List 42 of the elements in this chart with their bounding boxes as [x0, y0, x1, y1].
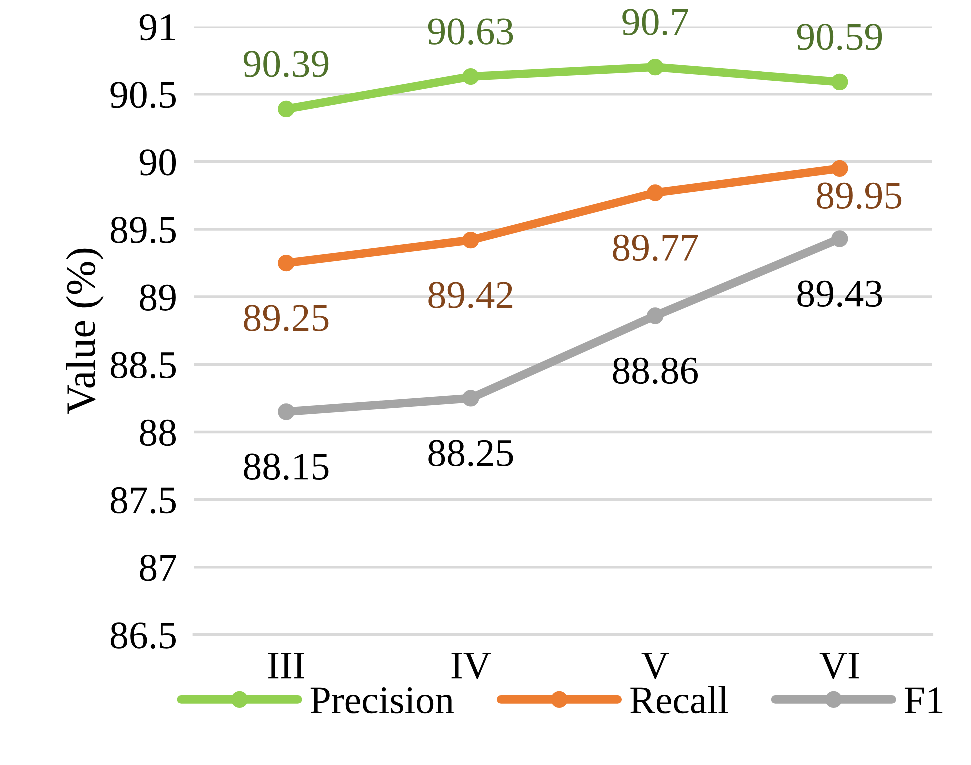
- point: [647, 184, 664, 202]
- data-label: 88.86: [613, 358, 698, 384]
- point: [278, 100, 295, 118]
- y-tick-label: 90.5: [110, 82, 176, 108]
- data-label: 90.7: [622, 9, 688, 36]
- data-label: 89.43: [798, 280, 882, 308]
- data-label: 90.59: [797, 24, 882, 50]
- data-label: 89.77: [613, 234, 698, 262]
- data-label: 89.95: [817, 182, 902, 210]
- y-tick-label: 88: [140, 420, 176, 446]
- legend-label: F1: [904, 688, 943, 714]
- data-label: 89.42: [428, 282, 513, 309]
- data-label: 88.25: [428, 440, 514, 467]
- point: [832, 74, 848, 91]
- point: [647, 58, 664, 76]
- point: [832, 230, 848, 248]
- point: [278, 254, 295, 272]
- y-tick-label: 91: [140, 14, 176, 41]
- data-label: 89.25: [244, 305, 329, 332]
- y-tick-label: 88.5: [110, 352, 176, 379]
- x-tick-label: V: [642, 653, 670, 680]
- point: [462, 232, 480, 249]
- y-axis-title: Value (%): [66, 248, 104, 414]
- x-tick-label: III: [268, 653, 305, 679]
- data-label: 90.39: [244, 51, 329, 78]
- legend-label: Precision: [310, 688, 454, 714]
- y-tick-label: 90: [140, 150, 176, 176]
- data-label: 88.15: [244, 454, 329, 480]
- point: [462, 390, 480, 407]
- y-tick-label: 87.5: [110, 487, 176, 514]
- data-label: 90.63: [428, 18, 514, 46]
- y-tick-label: 89.5: [110, 217, 176, 244]
- y-tick-label: 87: [140, 555, 176, 582]
- point: [832, 160, 848, 178]
- point: [647, 308, 664, 324]
- legend-label: Recall: [630, 686, 728, 714]
- point: [462, 68, 480, 86]
- x-tick-label: VI: [820, 653, 860, 680]
- y-tick-label: 86.5: [110, 622, 176, 649]
- x-tick-label: IV: [452, 653, 492, 680]
- y-tick-label: 89: [140, 284, 176, 311]
- point: [278, 404, 295, 420]
